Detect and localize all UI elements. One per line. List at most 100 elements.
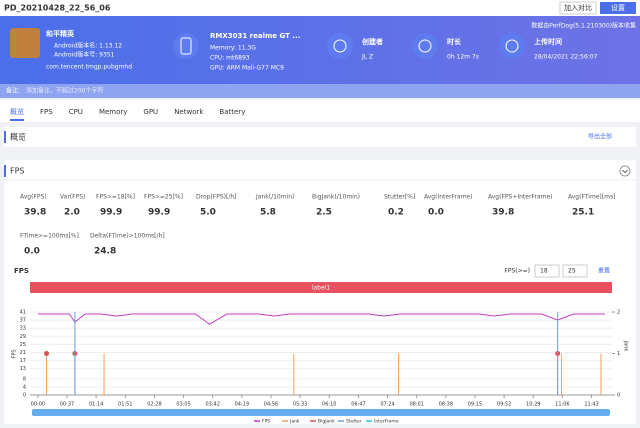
stat-label: Avg(FPS+InterFrame) bbox=[488, 194, 552, 201]
y-tick-label: 41 bbox=[20, 310, 26, 316]
stat-value: 5.8 bbox=[260, 208, 276, 218]
y-label: FPS bbox=[12, 349, 18, 358]
stat-label: Avg(FPS) bbox=[20, 194, 47, 201]
stat-value: 0.2 bbox=[388, 208, 404, 218]
device-name: RMX3031 realme GT ... bbox=[210, 32, 300, 40]
overview-card bbox=[4, 127, 636, 147]
info-icon bbox=[412, 33, 438, 59]
stat-value: 99.9 bbox=[100, 208, 122, 218]
stat-label: Delta(FTime)>100ms[/h] bbox=[90, 233, 165, 240]
x-tick-label: 06:10 bbox=[322, 402, 336, 408]
x-tick-label: 02:28 bbox=[147, 402, 161, 408]
x-tick-label: 07:24 bbox=[380, 402, 394, 408]
tab[interactable]: Network bbox=[174, 108, 204, 116]
compare-button-label[interactable]: 加入对比 bbox=[564, 3, 592, 12]
device-gpu: GPU: ARM Mali-G77 MC9 bbox=[210, 65, 284, 72]
info-label: 创建者 bbox=[361, 37, 383, 46]
device-glyph bbox=[180, 37, 192, 55]
device-cpu: CPU: mt6893 bbox=[210, 55, 250, 62]
settings-button-label[interactable]: 设置 bbox=[611, 3, 625, 12]
threshold-input[interactable] bbox=[534, 264, 560, 278]
stat-label: Avg(FTime)[ms] bbox=[568, 194, 615, 201]
scrollbar[interactable] bbox=[32, 409, 610, 416]
info-glyph bbox=[505, 39, 519, 53]
stat-label: Jank(/10min) bbox=[255, 194, 294, 201]
y-tick-label: 33 bbox=[20, 326, 26, 332]
info-value: 28/04/2021 22:56:07 bbox=[534, 54, 598, 61]
info-glyph bbox=[418, 39, 432, 53]
y2-label: Jank bbox=[623, 340, 629, 352]
x-tick-label: 05:33 bbox=[293, 402, 307, 408]
legend-label[interactable]: InterFrame bbox=[374, 419, 399, 425]
tab[interactable]: 概览 bbox=[10, 107, 24, 116]
stat-value: 5.0 bbox=[200, 208, 216, 218]
tab[interactable]: Memory bbox=[99, 108, 127, 116]
label-band bbox=[30, 282, 612, 293]
x-tick-label: 09:52 bbox=[497, 402, 511, 408]
x-tick-label: 08:01 bbox=[409, 402, 423, 408]
x-tick-label: 04:19 bbox=[235, 402, 249, 408]
note-bar bbox=[0, 84, 640, 98]
legend-label[interactable]: FPS bbox=[262, 419, 270, 425]
x-tick-label: 03:42 bbox=[206, 402, 220, 408]
legend-label[interactable]: BigJank bbox=[318, 419, 335, 425]
threshold-value[interactable]: 25 bbox=[568, 268, 576, 275]
legend-label[interactable]: Jank bbox=[289, 419, 300, 425]
y-tick-label: 8 bbox=[23, 376, 26, 382]
stat-value: 99.9 bbox=[148, 208, 170, 218]
tab[interactable]: CPU bbox=[69, 108, 83, 116]
threshold-value[interactable]: 18 bbox=[540, 268, 548, 275]
stat-value: 24.8 bbox=[94, 247, 116, 257]
y-tick-label: 0 bbox=[23, 393, 26, 399]
threshold-input[interactable] bbox=[562, 264, 588, 278]
accent bbox=[4, 131, 6, 143]
tab[interactable]: FPS bbox=[40, 108, 53, 116]
x-tick-label: 04:56 bbox=[264, 402, 278, 408]
stat-label: FTime>=100ms[%] bbox=[20, 233, 79, 240]
export-all[interactable]: 导出全部 bbox=[588, 133, 612, 141]
tab[interactable]: GPU bbox=[143, 108, 158, 116]
collapse-button[interactable] bbox=[619, 165, 631, 177]
info-icon bbox=[499, 33, 525, 59]
stat-label: FPS>=18[%] bbox=[96, 194, 135, 201]
tab[interactable]: Battery bbox=[219, 108, 245, 116]
stat-value: 2.0 bbox=[64, 208, 80, 218]
overview-title: 概览 bbox=[10, 132, 26, 142]
x-tick-label: 09:15 bbox=[468, 402, 482, 408]
x-tick-label: 00:37 bbox=[60, 402, 74, 408]
x-tick-label: 03:05 bbox=[176, 402, 190, 408]
info-icon bbox=[327, 33, 353, 59]
x-tick-label: 01:51 bbox=[118, 402, 132, 408]
stat-value: 2.5 bbox=[316, 208, 332, 218]
x-tick-label: 08:38 bbox=[439, 402, 453, 408]
app-name: 和平精英 bbox=[45, 29, 75, 38]
collector: 数据由PerfDog(5.1.210300)版本收集 bbox=[531, 22, 636, 30]
y-tick-label: 25 bbox=[20, 342, 26, 348]
fps-line bbox=[37, 313, 605, 325]
note-label[interactable]: 备注: bbox=[6, 87, 20, 95]
x-tick-label: 11:43 bbox=[584, 402, 598, 408]
stat-value: 25.1 bbox=[572, 208, 594, 218]
note-placeholder[interactable]: 添加备注，不超过200个字符 bbox=[26, 87, 103, 95]
info-group: 创建者 JL Z 时长 0h 12m 7s 上传时间 28/04/2021 22:56:0… bbox=[327, 33, 598, 61]
fps-title: FPS bbox=[10, 167, 25, 176]
stat-label: BigJank(/10min) bbox=[312, 194, 360, 201]
stat-value: 0.0 bbox=[428, 208, 444, 218]
stat-value: 39.8 bbox=[24, 208, 46, 218]
compare-button[interactable] bbox=[559, 1, 597, 15]
tabs: 概览 FPS CPU Memory GPU Network Battery bbox=[10, 107, 245, 121]
x-tick-label: 01:14 bbox=[89, 402, 103, 408]
x-tick-label: 10:29 bbox=[526, 402, 540, 408]
y-tick-label: 29 bbox=[20, 334, 26, 340]
device-memory: Memory: 11.3G bbox=[210, 45, 256, 52]
legend-label[interactable]: Stutter bbox=[346, 419, 362, 425]
tab-underline bbox=[10, 119, 24, 121]
reset[interactable]: 重置 bbox=[598, 267, 610, 275]
x-tick-label: 11:06 bbox=[555, 402, 569, 408]
app-version-code: Android版本号: 9351 bbox=[54, 51, 115, 59]
settings-button[interactable] bbox=[600, 2, 636, 14]
device-icon bbox=[173, 33, 199, 59]
stat-label: Var(FPS) bbox=[60, 194, 85, 201]
bigjank-marker bbox=[44, 351, 50, 356]
stat-label: Avg(InterFrame) bbox=[424, 194, 473, 201]
